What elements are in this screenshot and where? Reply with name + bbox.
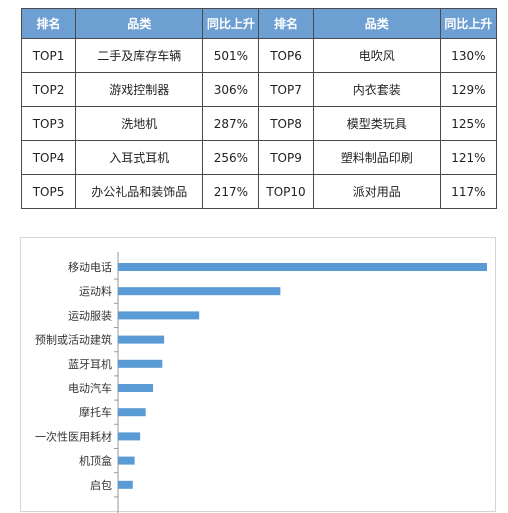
header-category: 品类 [312,8,441,39]
category-cell: 派对用品 [312,174,441,209]
growth-cell: 256% [202,140,260,175]
chart-panel: 移动电话运动料运动服装预制或活动建筑蓝牙耳机电动汽车摩托车一次性医用耗材机顶盒启… [20,237,496,513]
category-label: 运动服装 [68,309,112,322]
category-label: 移动电话 [68,261,112,274]
rank-cell: TOP2 [20,72,77,107]
bar [118,263,487,271]
table-row: TOP2 游戏控制器 306% TOP7 内衣套装 129% [20,72,498,107]
table-row: TOP3 洗地机 287% TOP8 模型类玩具 125% [20,106,498,141]
category-label: 电动汽车 [68,381,112,395]
rank-cell: TOP9 [258,140,314,175]
category-cell: 洗地机 [75,106,204,141]
header-rank: 排名 [258,8,314,39]
category-label: 一次性医用耗材 [35,429,112,443]
bar [118,432,141,441]
growth-cell: 287% [202,106,260,141]
bar [118,335,165,344]
category-cell: 办公礼品和装饰品 [75,174,204,209]
category-label: 机顶盒 [79,454,112,468]
category-cell: 模型类玩具 [312,106,441,141]
rank-cell: TOP6 [258,38,314,73]
table-header-row: 排名 品类 同比上升 排名 品类 同比上升 [20,8,498,39]
rank-cell: TOP3 [20,106,77,141]
header-growth: 同比上升 [202,8,260,39]
category-label: 蓝牙耳机 [68,357,112,371]
growth-cell: 129% [439,72,498,107]
bar [118,359,163,368]
category-label: 预制或活动建筑 [35,333,112,347]
bar [118,408,146,417]
growth-cell: 501% [202,38,260,73]
growth-cell: 117% [439,174,498,209]
bar [118,287,281,296]
category-cell: 入耳式耳机 [75,140,204,175]
header-growth: 同比上升 [439,8,498,39]
table-row: TOP4 入耳式耳机 256% TOP9 塑料制品印刷 121% [20,140,498,175]
growth-cell: 130% [439,38,498,73]
category-label: 摩托车 [79,405,112,419]
rank-cell: TOP4 [20,140,77,175]
category-cell: 电吹风 [312,38,441,73]
ranking-table: 排名 品类 同比上升 排名 品类 同比上升 TOP1 二手及库存车辆 501% … [20,8,498,209]
table-row: TOP1 二手及库存车辆 501% TOP6 电吹风 130% [20,38,498,73]
bar [118,311,200,320]
rank-cell: TOP5 [20,174,77,209]
growth-cell: 306% [202,72,260,107]
table-row: TOP5 办公礼品和装饰品 217% TOP10 派对用品 117% [20,174,498,209]
bar [118,480,133,489]
bar-chart: 移动电话运动料运动服装预制或活动建筑蓝牙耳机电动汽车摩托车一次性医用耗材机顶盒启… [35,252,487,513]
growth-cell: 125% [439,106,498,141]
rank-cell: TOP8 [258,106,314,141]
category-cell: 塑料制品印刷 [312,140,441,175]
header-rank: 排名 [20,8,77,39]
growth-cell: 217% [202,174,260,209]
growth-cell: 121% [439,140,498,175]
category-label: 运动料 [79,284,112,298]
category-label: 启包 [90,479,112,492]
header-category: 品类 [75,8,204,39]
bar [118,384,154,392]
rank-cell: TOP1 [20,38,77,73]
category-cell: 游戏控制器 [75,72,204,107]
rank-cell: TOP10 [258,174,314,209]
category-cell: 二手及库存车辆 [75,38,204,73]
rank-cell: TOP7 [258,72,314,107]
category-cell: 内衣套装 [312,72,441,107]
bar [118,456,135,465]
